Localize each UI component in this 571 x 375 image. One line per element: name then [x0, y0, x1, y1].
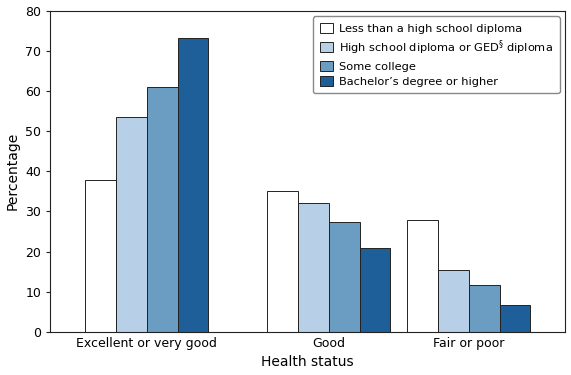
Bar	[438, 270, 469, 332]
Bar	[500, 305, 530, 332]
Bar	[116, 117, 147, 332]
Bar	[267, 191, 298, 332]
Bar	[147, 87, 178, 332]
X-axis label: Health status: Health status	[262, 356, 354, 369]
Bar	[298, 204, 329, 332]
Bar	[469, 285, 500, 332]
Bar	[329, 222, 360, 332]
Bar	[178, 38, 208, 332]
Bar	[360, 249, 391, 332]
Legend: Less than a high school diploma, High school diploma or GED$^{\S}$ diploma, Some: Less than a high school diploma, High sc…	[313, 16, 560, 93]
Bar	[407, 220, 438, 332]
Y-axis label: Percentage: Percentage	[6, 132, 19, 210]
Bar	[85, 180, 116, 332]
